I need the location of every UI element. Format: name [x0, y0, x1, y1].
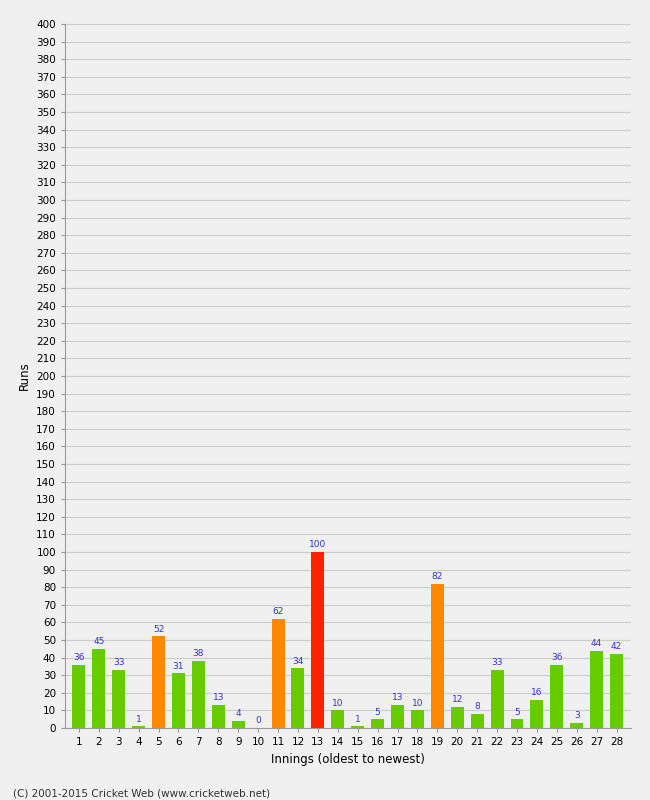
Bar: [530, 700, 543, 728]
Text: 62: 62: [272, 607, 284, 616]
Text: 0: 0: [255, 716, 261, 726]
Bar: [212, 705, 225, 728]
Text: 38: 38: [192, 650, 204, 658]
Text: 10: 10: [411, 698, 423, 708]
Bar: [311, 552, 324, 728]
Bar: [391, 705, 404, 728]
Text: 52: 52: [153, 625, 164, 634]
Y-axis label: Runs: Runs: [18, 362, 31, 390]
Text: 34: 34: [292, 657, 304, 666]
Bar: [112, 670, 125, 728]
Bar: [551, 665, 564, 728]
Text: 1: 1: [355, 714, 361, 724]
Bar: [431, 584, 444, 728]
Bar: [471, 714, 484, 728]
Bar: [72, 665, 85, 728]
Text: 5: 5: [375, 707, 380, 717]
Bar: [172, 674, 185, 728]
Text: 100: 100: [309, 540, 326, 550]
Text: 36: 36: [551, 653, 563, 662]
Bar: [510, 719, 523, 728]
Text: 12: 12: [452, 695, 463, 704]
Bar: [590, 650, 603, 728]
Text: 33: 33: [113, 658, 125, 667]
Text: 36: 36: [73, 653, 84, 662]
Bar: [272, 619, 285, 728]
Text: 4: 4: [235, 710, 241, 718]
Text: 16: 16: [531, 688, 543, 698]
Bar: [92, 649, 105, 728]
Bar: [610, 654, 623, 728]
Text: 42: 42: [611, 642, 622, 651]
Bar: [491, 670, 504, 728]
Text: 10: 10: [332, 698, 344, 708]
Text: 82: 82: [432, 572, 443, 581]
Text: 33: 33: [491, 658, 503, 667]
Bar: [371, 719, 384, 728]
Bar: [351, 726, 364, 728]
Bar: [152, 637, 165, 728]
Text: 31: 31: [173, 662, 184, 670]
Text: 13: 13: [392, 694, 403, 702]
Bar: [192, 661, 205, 728]
Bar: [232, 721, 244, 728]
Bar: [291, 668, 304, 728]
Text: 45: 45: [93, 637, 105, 646]
Text: 3: 3: [574, 711, 580, 720]
Bar: [570, 722, 583, 728]
Text: (C) 2001-2015 Cricket Web (www.cricketweb.net): (C) 2001-2015 Cricket Web (www.cricketwe…: [13, 788, 270, 798]
Bar: [332, 710, 344, 728]
Text: 5: 5: [514, 707, 520, 717]
Text: 1: 1: [136, 714, 142, 724]
Bar: [132, 726, 145, 728]
Text: 44: 44: [591, 639, 603, 648]
Bar: [451, 707, 463, 728]
Text: 13: 13: [213, 694, 224, 702]
Bar: [411, 710, 424, 728]
Text: 8: 8: [474, 702, 480, 711]
X-axis label: Innings (oldest to newest): Innings (oldest to newest): [271, 753, 424, 766]
